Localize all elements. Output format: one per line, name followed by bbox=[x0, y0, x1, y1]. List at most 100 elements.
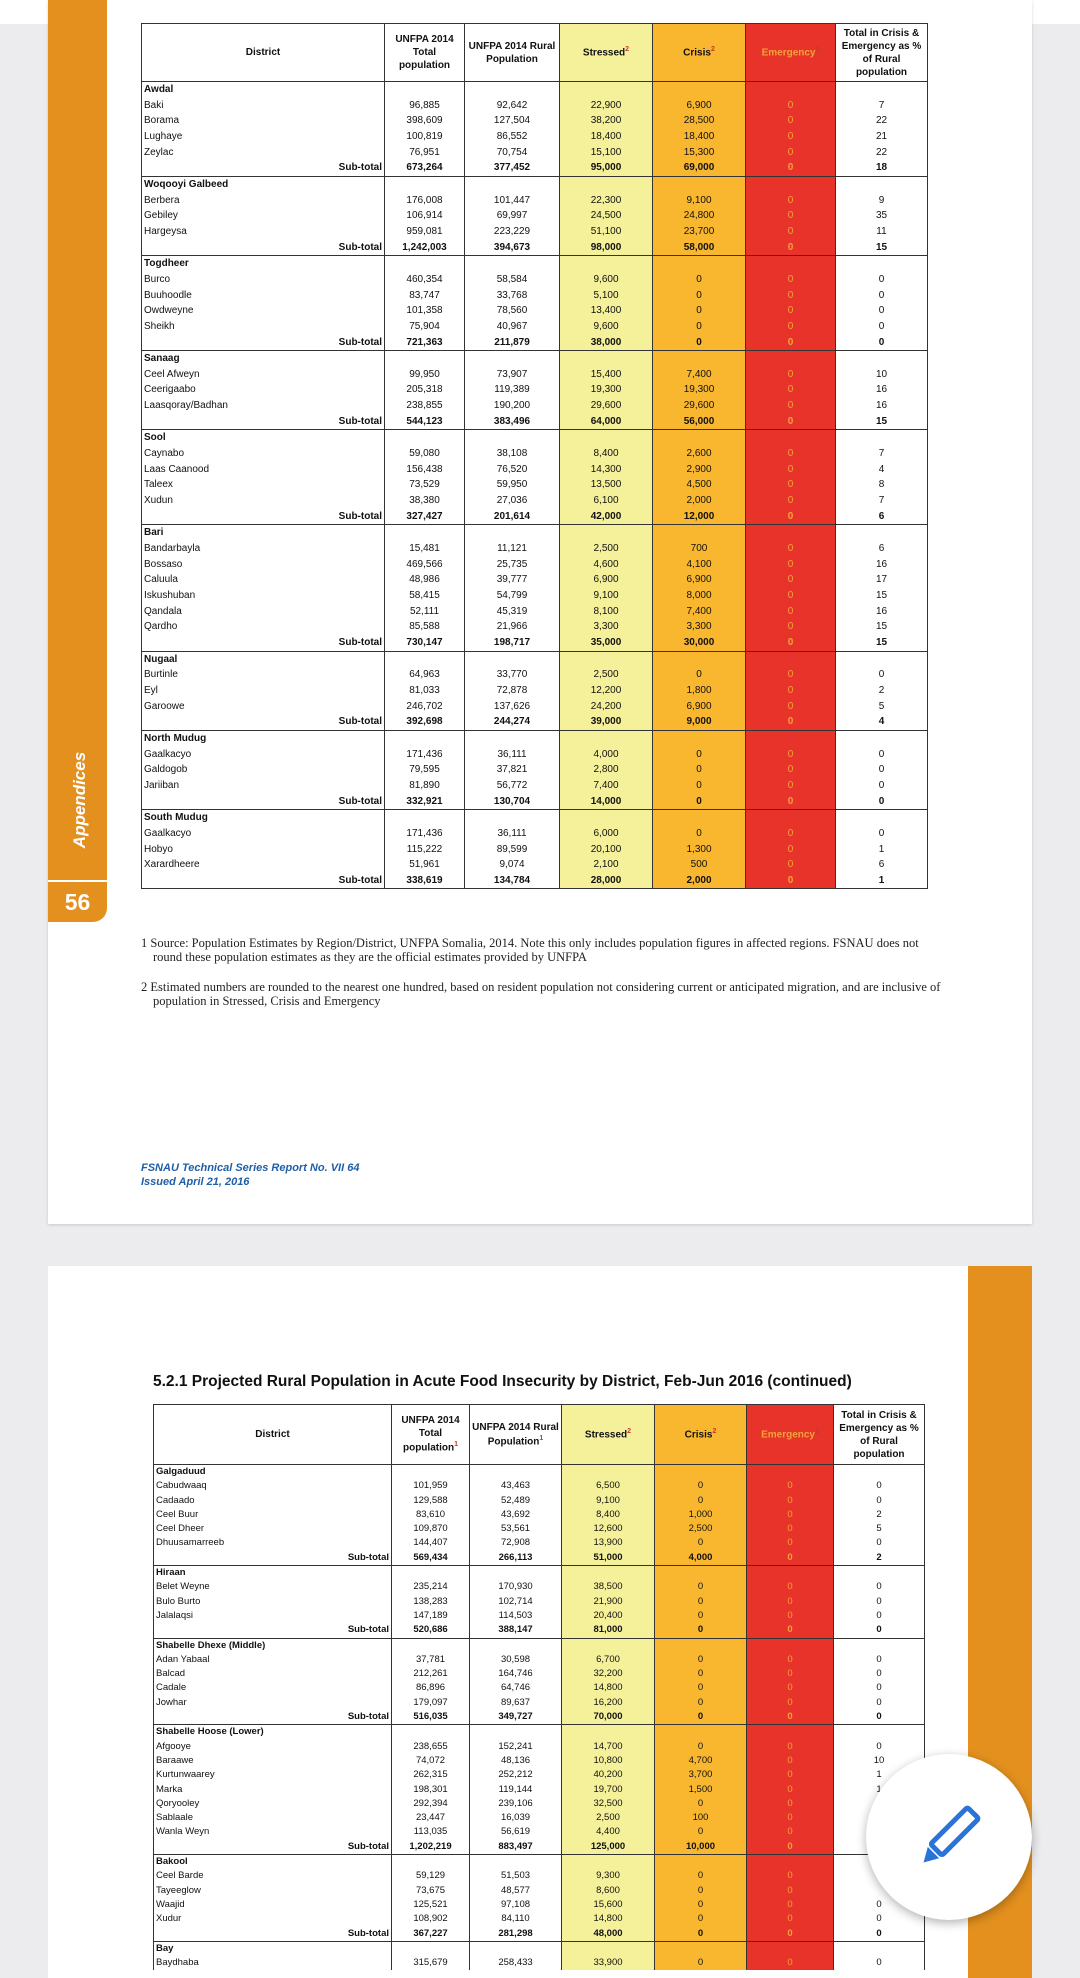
cell: 43,463 bbox=[469, 1479, 562, 1494]
cell: 0 bbox=[654, 1897, 747, 1913]
cell: Berbera bbox=[141, 192, 385, 209]
cell: 92,642 bbox=[464, 97, 560, 114]
cell: Baki bbox=[141, 97, 385, 114]
cell bbox=[559, 350, 653, 367]
cell: 0 bbox=[745, 303, 836, 319]
cell bbox=[469, 1464, 562, 1480]
cell: Jariiban bbox=[141, 777, 385, 794]
cell: Galdogob bbox=[141, 762, 385, 778]
cell: Sub-total bbox=[141, 239, 385, 257]
cell: 9,300 bbox=[561, 1869, 655, 1884]
cell: Sub-total bbox=[141, 413, 385, 431]
cell: 95,000 bbox=[559, 160, 653, 177]
cell: 0 bbox=[833, 1580, 925, 1595]
cell: Cadale bbox=[153, 1681, 392, 1696]
district-row: Galdogob 79,595 37,821 2,800 0 0 0 bbox=[141, 762, 928, 778]
cell: Ceel Afweyn bbox=[141, 366, 385, 383]
cell: 125,000 bbox=[561, 1839, 655, 1856]
cell: Bari bbox=[141, 524, 385, 542]
footnote-text: 2 Estimated numbers are rounded to the n… bbox=[141, 980, 941, 1008]
cell: 0 bbox=[745, 541, 836, 557]
cell: 0 bbox=[654, 1883, 747, 1898]
cell: 0 bbox=[652, 667, 746, 683]
cell: 0 bbox=[746, 1897, 834, 1913]
edit-button[interactable] bbox=[866, 1754, 1032, 1920]
cell: 36,111 bbox=[464, 825, 560, 842]
cell bbox=[652, 80, 746, 98]
cell: Xudur bbox=[153, 1912, 392, 1927]
cell: 147,189 bbox=[391, 1608, 470, 1624]
cell: 11,121 bbox=[464, 541, 560, 557]
cell: Jalalaqsi bbox=[153, 1608, 392, 1624]
district-row: Laas Caanood 156,438 76,520 14,300 2,900 0 4 bbox=[141, 461, 928, 478]
cell bbox=[835, 650, 928, 668]
cell: 125,521 bbox=[391, 1897, 470, 1913]
district-row: Hobyo 115,222 89,599 20,100 1,300 0 1 bbox=[141, 841, 928, 858]
cell: 4,400 bbox=[561, 1825, 655, 1840]
subtotal-row: Sub-total 332,921 130,704 14,000 0 0 0 bbox=[141, 793, 928, 811]
cell: 42,000 bbox=[559, 508, 653, 526]
cell: 2,500 bbox=[559, 541, 653, 557]
cell: 37,821 bbox=[464, 762, 560, 778]
region-row: Bari bbox=[141, 524, 928, 542]
cell: 21,900 bbox=[561, 1594, 655, 1609]
district-row: Qandala 52,111 45,319 8,100 7,400 0 16 bbox=[141, 603, 928, 620]
cell: 0 bbox=[833, 1608, 925, 1624]
cell: Bossaso bbox=[141, 556, 385, 573]
header-text: UNFPA 2014 Total population bbox=[401, 1415, 460, 1454]
cell: Sub-total bbox=[153, 1710, 392, 1726]
cell: 170,930 bbox=[469, 1580, 562, 1595]
cell: 235,214 bbox=[391, 1580, 470, 1595]
cell: Sub-total bbox=[153, 1623, 392, 1639]
cell: Sub-total bbox=[153, 1926, 392, 1942]
region-row: Awdal bbox=[141, 80, 928, 98]
cell: Gaalkacyo bbox=[141, 746, 385, 763]
cell: 17 bbox=[835, 572, 928, 588]
cell bbox=[391, 1464, 470, 1480]
cell: 238,655 bbox=[391, 1739, 470, 1754]
cell: 0 bbox=[746, 1479, 834, 1494]
cell bbox=[464, 350, 560, 367]
cell: 398,609 bbox=[384, 113, 465, 129]
cell: 0 bbox=[835, 793, 928, 811]
cell bbox=[833, 1637, 925, 1653]
cell: 59,129 bbox=[391, 1869, 470, 1884]
cell: 16 bbox=[835, 398, 928, 414]
cell: 18 bbox=[835, 160, 928, 177]
cell: 58,415 bbox=[384, 588, 465, 604]
cell: 0 bbox=[654, 1912, 747, 1927]
header-row: District UNFPA 2014 Total population1 UNFP… bbox=[153, 1404, 925, 1465]
cell bbox=[745, 255, 836, 272]
cell: Sub-total bbox=[153, 1550, 392, 1567]
cell bbox=[561, 1940, 655, 1957]
cell: 38,200 bbox=[559, 113, 653, 129]
district-row: Laasqoray/Badhan 238,855 190,200 29,600 29,6… bbox=[141, 398, 928, 414]
cell: 30,000 bbox=[652, 634, 746, 652]
cell: 2,000 bbox=[652, 493, 746, 509]
cell: 0 bbox=[654, 1710, 747, 1726]
cell bbox=[835, 175, 928, 193]
cell: 8,000 bbox=[652, 588, 746, 604]
region-row: Sanaag bbox=[141, 350, 928, 367]
column-header: Stressed2 bbox=[559, 23, 653, 82]
cell: 1,202,219 bbox=[391, 1839, 470, 1856]
table: District UNFPA 2014 Total population UNFPA… bbox=[141, 23, 928, 890]
region-row: Shabelle Dhexe (Middle) bbox=[153, 1637, 925, 1653]
cell: 19,700 bbox=[561, 1782, 655, 1797]
cell: 0 bbox=[746, 1550, 834, 1567]
cell bbox=[746, 1940, 834, 1957]
district-row: Baraawe 74,072 48,136 10,800 4,700 0 10 bbox=[153, 1753, 925, 1769]
cell: 86,896 bbox=[391, 1681, 470, 1696]
cell: 19,300 bbox=[559, 382, 653, 399]
cell: 100 bbox=[654, 1811, 747, 1826]
district-row: Hargeysa 959,081 223,229 51,100 23,700 0 11 bbox=[141, 223, 928, 240]
cell: 0 bbox=[745, 777, 836, 794]
cell: Ceel Dheer bbox=[153, 1522, 392, 1537]
cell: 0 bbox=[835, 334, 928, 352]
footnote-ref: 2 bbox=[627, 1428, 632, 1436]
district-row: Caluula 48,986 39,777 6,900 6,900 0 17 bbox=[141, 572, 928, 588]
cell: 38,380 bbox=[384, 493, 465, 509]
page-number: 56 bbox=[48, 880, 107, 922]
district-row: Ceel Afweyn 99,950 73,907 15,400 7,400 0 10 bbox=[141, 366, 928, 383]
